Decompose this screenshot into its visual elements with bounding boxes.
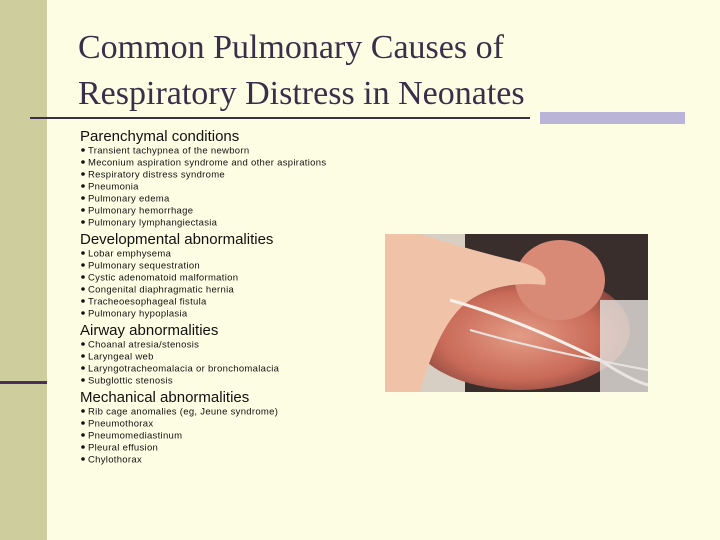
list-item: Pulmonary hemorrhage	[88, 206, 193, 217]
bullet	[81, 433, 85, 437]
list-item: Congenital diaphragmatic hernia	[88, 285, 234, 296]
list-item: Choanal atresia/stenosis	[88, 340, 199, 351]
title-rule	[30, 117, 530, 119]
bullet	[81, 184, 85, 188]
list-item: Pulmonary sequestration	[88, 261, 200, 272]
list-item: Cystic adenomatoid malformation	[88, 273, 238, 284]
list-item: Lobar emphysema	[88, 249, 172, 260]
bullet	[81, 275, 85, 279]
bullet	[81, 263, 85, 267]
bullet	[81, 409, 85, 413]
bullet	[81, 457, 85, 461]
list-item: Meconium aspiration syndrome and other a…	[88, 158, 326, 169]
content: Common Pulmonary Causes of Respiratory Di…	[78, 29, 525, 466]
bullet	[81, 445, 85, 449]
list-item: Laryngeal web	[88, 352, 154, 363]
list-item: Pneumonia	[88, 182, 139, 193]
side-mark	[0, 381, 47, 384]
list-item: Chylothorax	[88, 455, 142, 466]
list-item: Pulmonary hypoplasia	[88, 309, 188, 320]
bullet	[81, 311, 85, 315]
bullet	[81, 287, 85, 291]
list-item: Pneumomediastinum	[88, 431, 182, 442]
rule-accent	[540, 112, 685, 124]
list-item: Pulmonary lymphangiectasia	[88, 218, 218, 229]
section-heading: Airway abnormalities	[80, 322, 218, 339]
list-item: Pleural effusion	[88, 443, 158, 454]
bullet	[81, 342, 85, 346]
list-item: Rib cage anomalies (eg, Jeune syndrome)	[88, 407, 278, 418]
bullet	[81, 421, 85, 425]
bullet	[81, 208, 85, 212]
list-item: Subglottic stenosis	[88, 376, 173, 387]
bullet	[81, 299, 85, 303]
list-item: Pneumothorax	[88, 419, 153, 430]
section-heading: Developmental abnormalities	[80, 231, 273, 248]
bullet	[81, 251, 85, 255]
section-heading: Parenchymal conditions	[80, 128, 239, 145]
section-heading: Mechanical abnormalities	[80, 389, 249, 406]
list-item: Transient tachypnea of the newborn	[88, 146, 249, 157]
bullet	[81, 366, 85, 370]
bullet	[81, 172, 85, 176]
bullet	[81, 220, 85, 224]
list-item: Respiratory distress syndrome	[88, 170, 225, 181]
photo	[385, 234, 649, 392]
side-stripe	[0, 0, 47, 540]
list-item: Pulmonary edema	[88, 194, 170, 205]
title-line: Respiratory Distress in Neonates	[78, 75, 525, 112]
bullet	[81, 378, 85, 382]
list-item: Laryngotracheomalacia or bronchomalacia	[88, 364, 280, 375]
title-line: Common Pulmonary Causes of	[78, 29, 505, 66]
bullet	[81, 196, 85, 200]
bullet	[81, 160, 85, 164]
list-item: Tracheoesophageal fistula	[88, 297, 207, 308]
bullet	[81, 148, 85, 152]
bullet	[81, 354, 85, 358]
